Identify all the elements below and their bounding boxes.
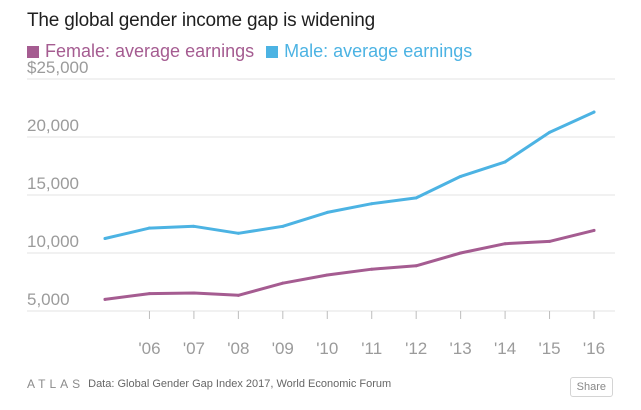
legend-label-female: Female: average earnings	[45, 41, 255, 61]
data-point-female	[192, 291, 196, 295]
y-tick-label: $25,000	[27, 58, 88, 77]
chart-title: The global gender income gap is widening	[27, 10, 375, 31]
data-point-female	[548, 239, 552, 243]
x-tick-label: '09	[272, 339, 294, 358]
data-point-male	[414, 196, 418, 200]
legend-swatch-female	[27, 45, 39, 58]
x-tick-label: '16	[583, 339, 605, 358]
x-tick-label: '10	[316, 339, 338, 358]
y-tick-label: 15,000	[27, 174, 79, 193]
legend-item-male: Male: average earnings	[266, 41, 472, 62]
source-note: Data: Global Gender Gap Index 2017, Worl…	[88, 378, 392, 390]
legend-item-female: Female: average earnings	[27, 41, 254, 62]
data-point-male	[147, 226, 151, 230]
data-point-female	[103, 297, 107, 301]
data-point-male	[236, 231, 240, 235]
data-point-male	[370, 202, 374, 206]
atlas-logo[interactable]: ATLAS	[27, 377, 85, 391]
legend: Female: average earnings Male: average e…	[27, 41, 484, 62]
legend-swatch-male	[266, 45, 279, 58]
x-tick-label: '11	[361, 339, 382, 358]
x-tick-label: '07	[183, 339, 205, 358]
y-tick-label: 5,000	[27, 290, 70, 309]
footer: ATLAS Data: Global Gender Gap Index 2017…	[27, 377, 391, 391]
data-point-male	[103, 237, 107, 240]
y-tick-label: 20,000	[27, 116, 79, 135]
y-tick-label: 10,000	[27, 232, 79, 251]
x-tick-label: '13	[450, 339, 472, 358]
series-line-male	[103, 110, 596, 240]
data-point-female	[459, 251, 463, 255]
data-point-female	[325, 273, 329, 277]
data-point-male	[548, 130, 552, 134]
x-tick-label: '08	[227, 339, 249, 358]
data-point-male	[503, 160, 507, 164]
x-tick-label: '12	[405, 339, 427, 358]
share-button[interactable]: Share	[569, 377, 613, 397]
data-point-male	[592, 110, 596, 114]
data-point-female	[370, 267, 374, 271]
data-point-female	[503, 242, 507, 246]
x-tick-label: '06	[138, 339, 160, 358]
series-line-female	[103, 228, 596, 301]
data-point-male	[459, 174, 463, 178]
legend-label-male: Male: average earnings	[284, 41, 473, 61]
x-tick-label: '14	[494, 339, 516, 358]
x-tick-label: '15	[538, 339, 560, 358]
data-point-female	[414, 264, 418, 268]
data-point-female	[147, 292, 151, 296]
data-point-male	[325, 210, 329, 214]
data-point-female	[236, 293, 240, 297]
data-point-male	[192, 224, 196, 228]
data-point-female	[281, 281, 285, 285]
data-point-female	[592, 228, 596, 232]
data-point-male	[281, 224, 285, 228]
